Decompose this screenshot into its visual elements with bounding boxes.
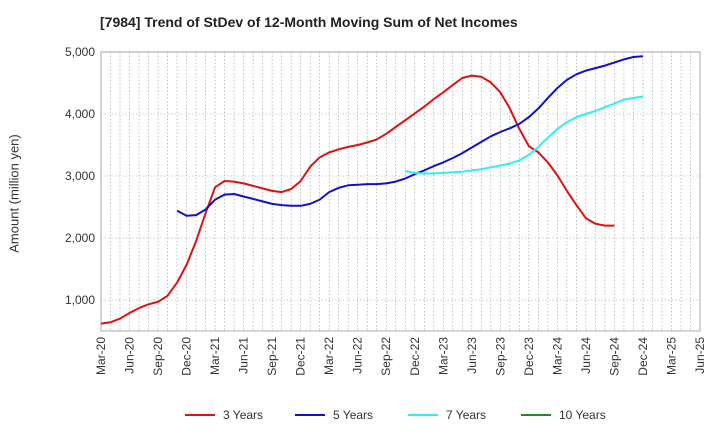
- x-tick-label: Jun-20: [123, 337, 137, 374]
- x-tick-label: Dec-24: [636, 337, 650, 376]
- x-tick-label: Jun-21: [237, 337, 251, 374]
- x-tick-label: Dec-21: [294, 337, 308, 376]
- y-tick-label: 1,000: [65, 293, 95, 307]
- x-tick-label: Sep-22: [379, 337, 393, 376]
- y-tick-label: 5,000: [65, 45, 95, 59]
- x-tick-label: Mar-20: [94, 337, 108, 375]
- x-tick-label: Mar-23: [436, 337, 450, 375]
- x-tick-label: Dec-20: [180, 337, 194, 376]
- x-tick-label: Jun-22: [351, 337, 365, 374]
- x-tick-label: Jun-25: [693, 337, 707, 374]
- legend-label: 7 Years: [446, 408, 486, 422]
- x-tick-label: Sep-21: [265, 337, 279, 376]
- series-line-3-years: [100, 74, 615, 325]
- plot-area: [100, 51, 701, 332]
- legend-label: 3 Years: [223, 408, 263, 422]
- y-tick-label: 3,000: [65, 169, 95, 183]
- x-tick-label: Dec-22: [408, 337, 422, 376]
- x-tick-label: Jun-23: [465, 337, 479, 374]
- y-tick-label: 4,000: [65, 107, 95, 121]
- x-tick-label: Sep-23: [493, 337, 507, 376]
- legend-label: 5 Years: [333, 408, 373, 422]
- y-tick-label: 2,000: [65, 231, 95, 245]
- x-tick-label: Mar-25: [664, 337, 678, 375]
- x-tick-label: Dec-23: [522, 337, 536, 376]
- chart-title: [7984] Trend of StDev of 12-Month Moving…: [100, 14, 518, 30]
- x-tick-label: Sep-24: [607, 337, 621, 376]
- x-tick-label: Sep-20: [151, 337, 165, 376]
- x-tick-label: Mar-24: [550, 337, 564, 375]
- x-tick-label: Jun-24: [579, 337, 593, 374]
- series-line-7-years: [405, 95, 644, 175]
- series-line-5-years: [176, 55, 644, 217]
- legend-label: 10 Years: [559, 408, 606, 422]
- x-tick-label: Mar-21: [208, 337, 222, 375]
- x-tick-label: Mar-22: [322, 337, 336, 375]
